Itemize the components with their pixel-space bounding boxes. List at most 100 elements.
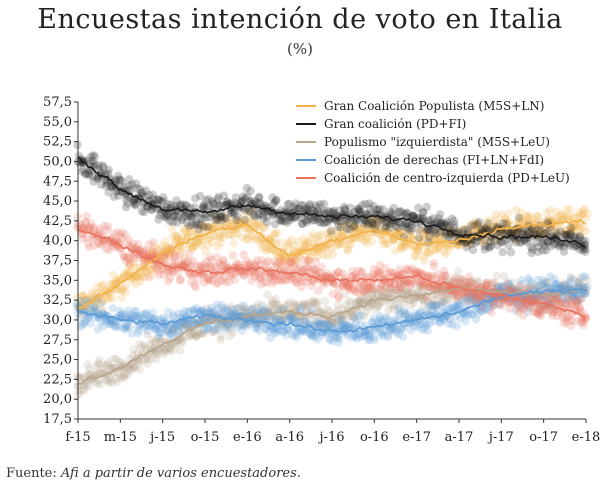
y-tick-label: 47,5 [43, 174, 72, 189]
poll-point [441, 272, 450, 281]
poll-point [323, 239, 332, 249]
poll-point [122, 280, 131, 289]
poll-point [246, 186, 255, 196]
poll-point [154, 195, 163, 204]
poll-point [78, 292, 87, 301]
poll-point [98, 280, 108, 289]
poll-point [209, 199, 218, 208]
poll-point [422, 248, 432, 257]
poll-point [131, 279, 140, 289]
poll-point [424, 240, 433, 250]
poll-point [149, 194, 158, 204]
poll-point [360, 222, 370, 231]
poll-point [115, 277, 125, 286]
poll-point [194, 238, 203, 248]
poll-point [201, 196, 211, 205]
poll-point [413, 246, 422, 255]
poll-point [562, 205, 571, 214]
legend-label-0: Gran Coalición Populista (M5S+LN) [324, 99, 544, 113]
poll-point [291, 256, 301, 265]
poll-point [79, 165, 88, 174]
poll-point [247, 206, 256, 215]
poll-point [90, 304, 99, 314]
poll-point [265, 245, 274, 254]
poll-point [575, 225, 584, 235]
poll-point [360, 236, 369, 245]
poll-point [94, 299, 104, 308]
poll-point [308, 305, 317, 314]
poll-point [92, 282, 102, 291]
poll-point [185, 223, 195, 232]
poll-point [98, 297, 108, 306]
poll-point [97, 180, 106, 189]
poll-point [221, 214, 231, 223]
poll-point [97, 299, 106, 308]
x-tick-label: e-18 [572, 430, 600, 445]
poll-point [426, 235, 435, 245]
poll-point [123, 199, 132, 208]
x-tick-label: e-17 [402, 430, 431, 445]
poll-point [249, 216, 258, 225]
poll-point [347, 221, 356, 230]
poll-point [454, 240, 463, 249]
poll-point [405, 240, 414, 250]
poll-point [275, 253, 284, 262]
poll-point [242, 234, 252, 243]
poll-point [225, 230, 235, 240]
poll-point [221, 210, 230, 220]
poll-point [464, 222, 473, 232]
poll-point [440, 247, 449, 256]
poll-point [217, 212, 226, 221]
poll-point [81, 169, 90, 178]
poll-point [347, 227, 357, 236]
poll-point [119, 272, 128, 282]
poll-point [125, 175, 134, 184]
poll-point [370, 222, 380, 231]
poll-point [136, 277, 145, 286]
poll-point [94, 172, 103, 181]
poll-point [197, 220, 206, 229]
poll-point [98, 161, 108, 170]
poll-point [413, 246, 423, 255]
poll-point [533, 212, 542, 221]
poll-point [401, 241, 411, 250]
poll-point [147, 265, 157, 274]
poll-point [387, 232, 396, 241]
poll-point [213, 194, 222, 204]
poll-point [428, 227, 438, 237]
poll-point [250, 236, 259, 245]
poll-point [140, 207, 149, 217]
poll-point [579, 223, 588, 233]
poll-point [186, 227, 195, 236]
poll-point [178, 225, 188, 234]
poll-point [419, 252, 428, 261]
poll-point [440, 233, 449, 242]
poll-point [305, 237, 314, 247]
poll-point [225, 215, 234, 224]
poll-point [219, 213, 228, 223]
poll-point [182, 202, 191, 211]
poll-point [137, 272, 146, 282]
poll-point [419, 256, 429, 265]
poll-point [492, 235, 502, 245]
poll-point [539, 228, 548, 238]
x-tick-label: j-16 [318, 430, 345, 445]
poll-point [570, 220, 580, 230]
poll-point [393, 229, 403, 238]
poll-point [191, 241, 200, 250]
poll-point [162, 211, 172, 221]
poll-point [356, 311, 365, 321]
poll-point [137, 189, 146, 199]
poll-point [121, 287, 130, 296]
poll-point [432, 244, 441, 253]
poll-point [186, 227, 195, 236]
poll-point [165, 217, 174, 226]
poll-point [143, 202, 152, 211]
poll-point [218, 232, 228, 242]
poll-point [229, 239, 238, 248]
poll-point [384, 218, 394, 227]
poll-point [429, 258, 438, 268]
poll-point [423, 247, 432, 257]
poll-point [172, 231, 181, 240]
poll-point [287, 235, 296, 245]
